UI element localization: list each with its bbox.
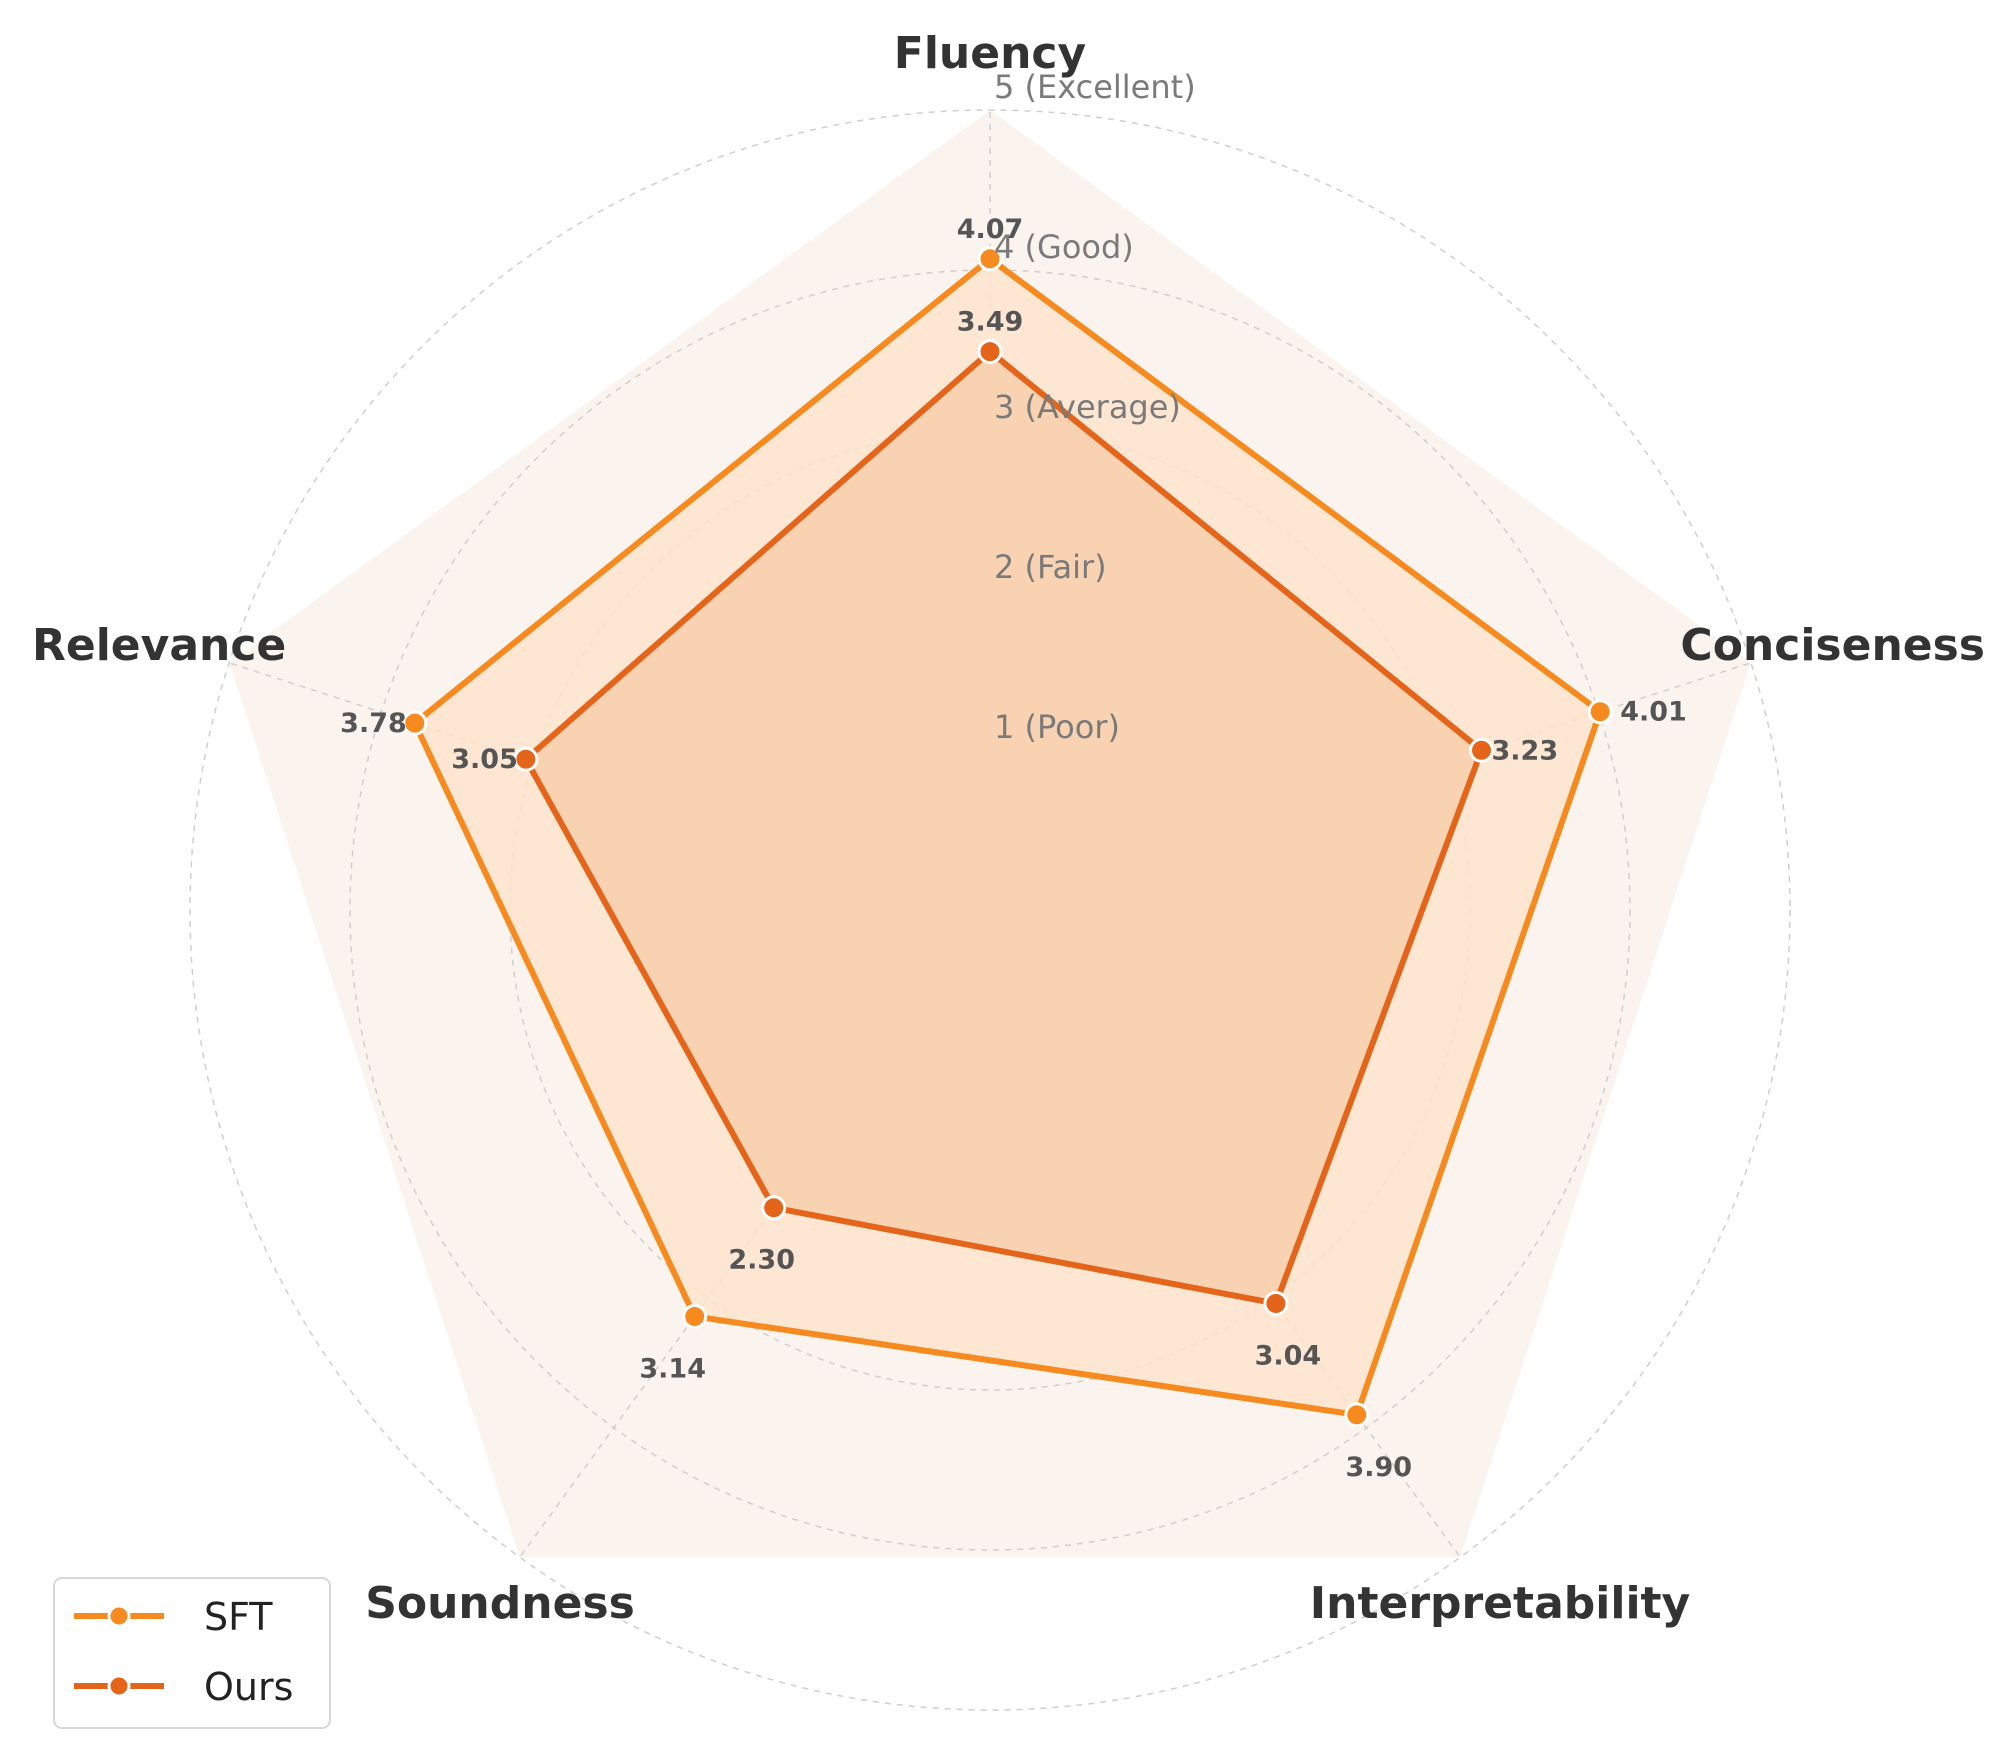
data-label-ours-interpretability: 3.04 [1255, 1341, 1322, 1372]
point-ours-interpretability [1263, 1291, 1289, 1317]
legend-label-sft: SFT [204, 1595, 273, 1639]
point-sft-interpretability [1344, 1402, 1370, 1428]
data-label-ours-fluency: 3.49 [957, 307, 1024, 338]
point-sft-relevance [402, 710, 428, 736]
data-label-sft-soundness: 3.14 [639, 1353, 706, 1384]
axis-label-fluency: Fluency [894, 28, 1086, 79]
ring-label-1: 1 (Poor) [994, 708, 1120, 746]
axis-label-soundness: Soundness [365, 1578, 635, 1629]
data-label-ours-conciseness: 3.23 [1492, 735, 1559, 766]
data-label-sft-interpretability: 3.90 [1345, 1452, 1412, 1483]
legend-marker-ours [107, 1674, 131, 1698]
data-label-sft-fluency: 4.07 [957, 214, 1024, 245]
ring-label-2: 2 (Fair) [994, 548, 1107, 586]
point-ours-conciseness [1469, 737, 1495, 763]
ring-label-5: 5 (Excellent) [994, 68, 1196, 106]
point-sft-conciseness [1587, 699, 1613, 725]
point-ours-relevance [513, 746, 539, 772]
point-sft-fluency [977, 246, 1003, 272]
data-label-sft-relevance: 3.78 [340, 708, 407, 739]
series-line-sft [411, 255, 1604, 1418]
axis-label-conciseness: Conciseness [1680, 620, 1985, 671]
ring-label-3: 3 (Average) [994, 388, 1181, 426]
series-line-ours [522, 348, 1485, 1307]
series-area-ours [525, 351, 1482, 1304]
ring-label-4: 4 (Good) [994, 228, 1134, 266]
point-ours-fluency [977, 339, 1003, 365]
data-label-ours-soundness: 2.30 [728, 1245, 795, 1276]
point-ours-soundness [761, 1195, 787, 1221]
data-label-ours-relevance: 3.05 [451, 744, 518, 775]
axis-label-interpretability: Interpretability [1310, 1578, 1691, 1629]
data-label-sft-conciseness: 4.01 [1620, 697, 1687, 728]
grid-ring-5 [189, 109, 1791, 1711]
point-sft-soundness [682, 1303, 708, 1329]
axis-label-relevance: Relevance [32, 620, 286, 671]
legend-label-ours: Ours [204, 1665, 293, 1709]
legend-marker-sft [107, 1604, 131, 1628]
